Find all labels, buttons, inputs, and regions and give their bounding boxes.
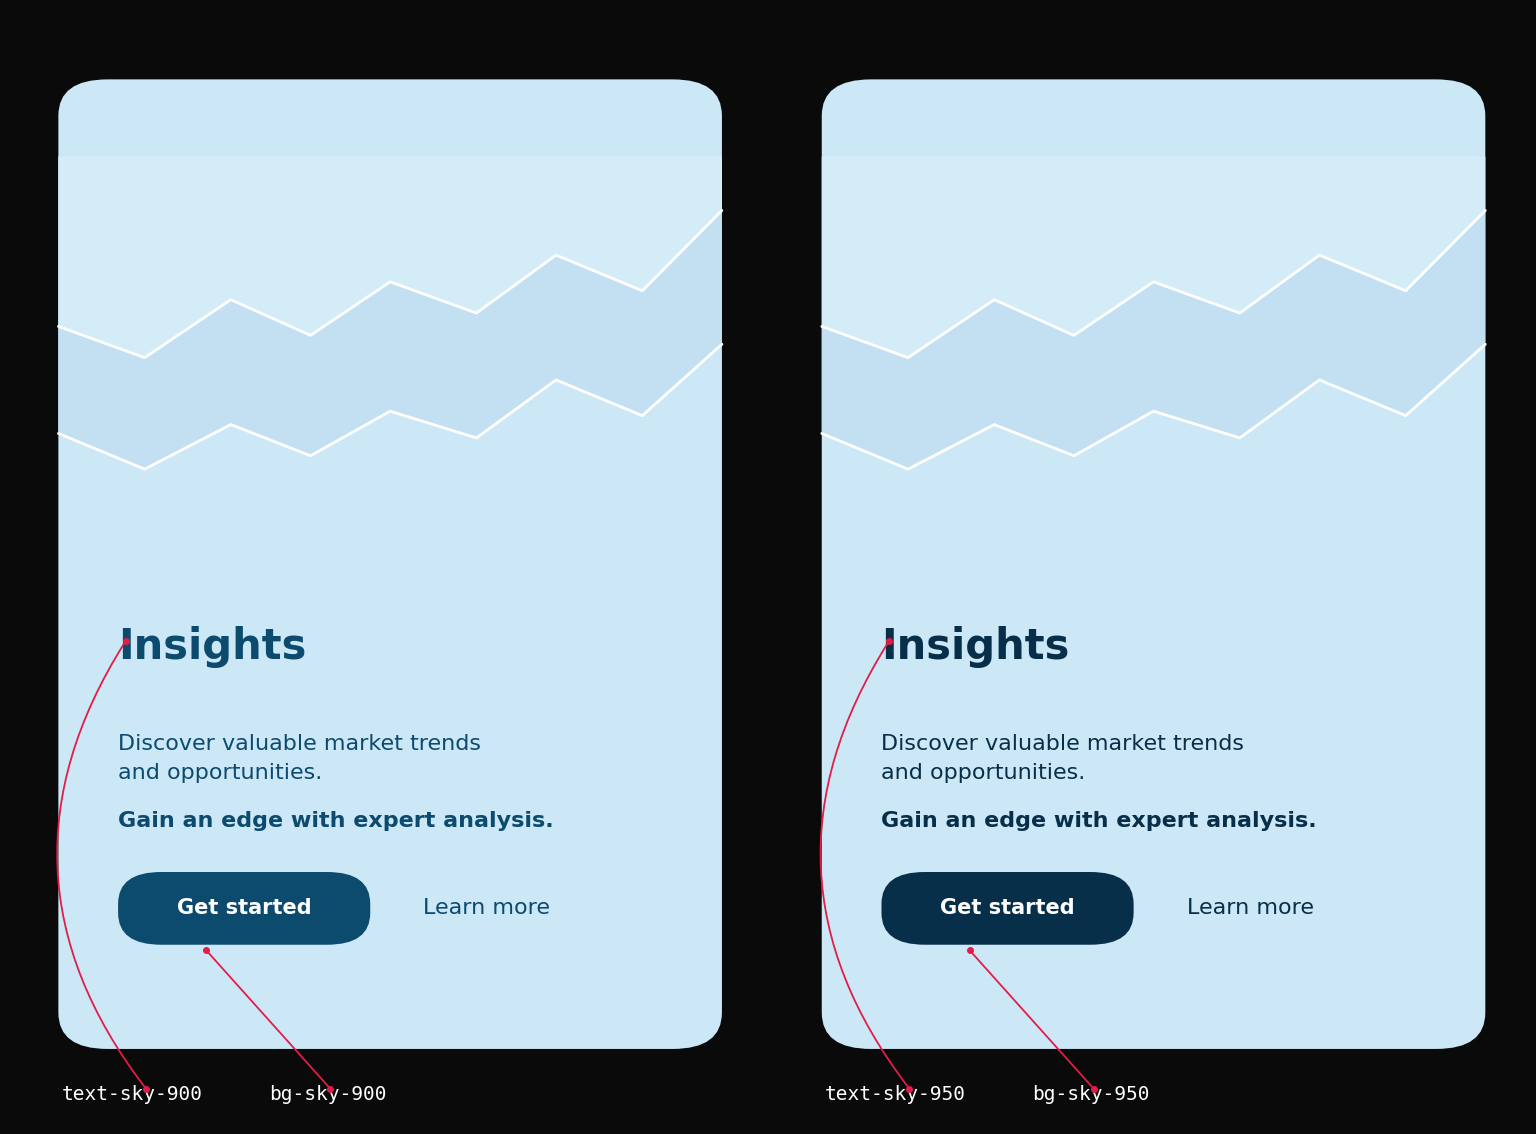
FancyBboxPatch shape [58, 79, 722, 1049]
Text: Insights: Insights [882, 626, 1071, 668]
Text: Get started: Get started [940, 898, 1075, 919]
FancyBboxPatch shape [822, 79, 1485, 1049]
Polygon shape [822, 156, 1485, 357]
FancyBboxPatch shape [118, 872, 370, 945]
Text: Discover valuable market trends
and opportunities.: Discover valuable market trends and oppo… [882, 734, 1244, 784]
Text: Gain an edge with expert analysis.: Gain an edge with expert analysis. [882, 811, 1316, 831]
Text: text-sky-900: text-sky-900 [61, 1085, 203, 1103]
Polygon shape [822, 211, 1485, 469]
Text: Learn more: Learn more [1187, 898, 1313, 919]
Text: Learn more: Learn more [424, 898, 550, 919]
Text: bg-sky-950: bg-sky-950 [1032, 1085, 1149, 1103]
Polygon shape [58, 211, 722, 469]
Text: text-sky-950: text-sky-950 [825, 1085, 966, 1103]
Text: Get started: Get started [177, 898, 312, 919]
FancyBboxPatch shape [882, 872, 1134, 945]
Text: Gain an edge with expert analysis.: Gain an edge with expert analysis. [118, 811, 553, 831]
Text: Insights: Insights [118, 626, 307, 668]
Polygon shape [58, 156, 722, 357]
Text: bg-sky-900: bg-sky-900 [269, 1085, 386, 1103]
Text: Discover valuable market trends
and opportunities.: Discover valuable market trends and oppo… [118, 734, 481, 784]
